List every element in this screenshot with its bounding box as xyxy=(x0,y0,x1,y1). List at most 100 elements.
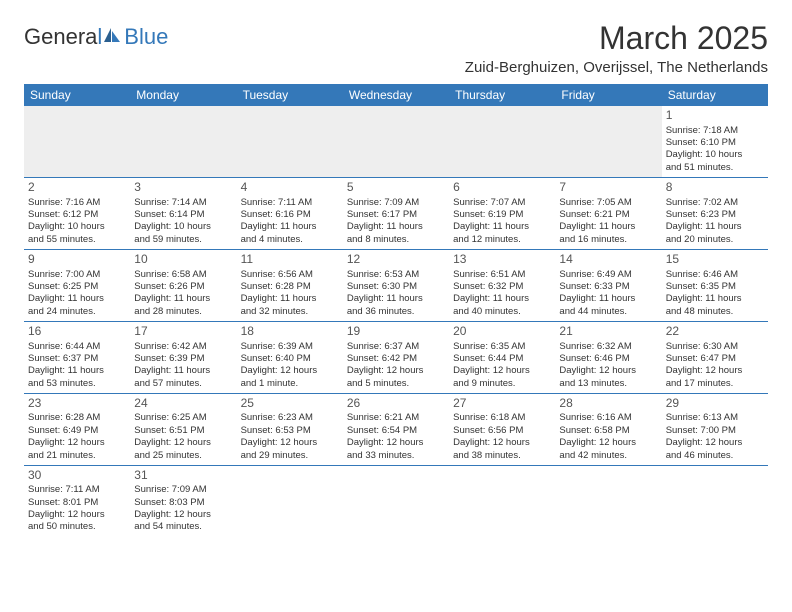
cell-daylight2: and 40 minutes. xyxy=(453,306,551,318)
cell-sunrise: Sunrise: 7:00 AM xyxy=(28,269,126,281)
cell-sunset: Sunset: 6:53 PM xyxy=(241,425,339,437)
cell-daylight1: Daylight: 12 hours xyxy=(453,437,551,449)
calendar-cell: 4Sunrise: 7:11 AMSunset: 6:16 PMDaylight… xyxy=(237,177,343,249)
day-number: 25 xyxy=(241,396,339,412)
cell-sunrise: Sunrise: 6:35 AM xyxy=(453,341,551,353)
cell-daylight1: Daylight: 12 hours xyxy=(241,437,339,449)
day-number: 28 xyxy=(559,396,657,412)
logo-part-general: Genera xyxy=(24,24,97,49)
day-number: 6 xyxy=(453,180,551,196)
cell-sunset: Sunset: 6:49 PM xyxy=(28,425,126,437)
cell-sunrise: Sunrise: 6:25 AM xyxy=(134,412,232,424)
cell-daylight2: and 50 minutes. xyxy=(28,521,126,533)
cell-daylight2: and 13 minutes. xyxy=(559,378,657,390)
cell-daylight1: Daylight: 10 hours xyxy=(134,221,232,233)
day-number: 31 xyxy=(134,468,232,484)
calendar-cell: 7Sunrise: 7:05 AMSunset: 6:21 PMDaylight… xyxy=(555,177,661,249)
cell-sunrise: Sunrise: 6:18 AM xyxy=(453,412,551,424)
cell-daylight1: Daylight: 11 hours xyxy=(28,365,126,377)
cell-sunset: Sunset: 6:35 PM xyxy=(666,281,764,293)
day-header: Thursday xyxy=(449,84,555,106)
day-number: 1 xyxy=(666,108,764,124)
cell-daylight2: and 38 minutes. xyxy=(453,450,551,462)
cell-daylight1: Daylight: 11 hours xyxy=(134,365,232,377)
cell-daylight1: Daylight: 12 hours xyxy=(347,365,445,377)
cell-sunrise: Sunrise: 7:09 AM xyxy=(347,197,445,209)
day-number: 27 xyxy=(453,396,551,412)
cell-sunset: Sunset: 6:42 PM xyxy=(347,353,445,365)
day-number: 26 xyxy=(347,396,445,412)
calendar-cell: 8Sunrise: 7:02 AMSunset: 6:23 PMDaylight… xyxy=(662,177,768,249)
day-number: 7 xyxy=(559,180,657,196)
cell-daylight2: and 44 minutes. xyxy=(559,306,657,318)
cell-sunset: Sunset: 8:01 PM xyxy=(28,497,126,509)
day-number: 11 xyxy=(241,252,339,268)
cell-sunset: Sunset: 6:30 PM xyxy=(347,281,445,293)
day-number: 4 xyxy=(241,180,339,196)
cell-sunrise: Sunrise: 7:11 AM xyxy=(241,197,339,209)
cell-daylight2: and 48 minutes. xyxy=(666,306,764,318)
calendar-row: 1Sunrise: 7:18 AMSunset: 6:10 PMDaylight… xyxy=(24,106,768,177)
cell-daylight1: Daylight: 12 hours xyxy=(453,365,551,377)
day-number: 12 xyxy=(347,252,445,268)
day-number: 24 xyxy=(134,396,232,412)
cell-daylight1: Daylight: 12 hours xyxy=(28,437,126,449)
cell-sunrise: Sunrise: 6:32 AM xyxy=(559,341,657,353)
cell-sunrise: Sunrise: 6:37 AM xyxy=(347,341,445,353)
cell-daylight2: and 59 minutes. xyxy=(134,234,232,246)
calendar-cell: 10Sunrise: 6:58 AMSunset: 6:26 PMDayligh… xyxy=(130,249,236,321)
cell-daylight2: and 46 minutes. xyxy=(666,450,764,462)
cell-sunrise: Sunrise: 6:16 AM xyxy=(559,412,657,424)
calendar-cell xyxy=(449,106,555,177)
day-number: 5 xyxy=(347,180,445,196)
calendar-row: 9Sunrise: 7:00 AMSunset: 6:25 PMDaylight… xyxy=(24,249,768,321)
title-block: March 2025 Zuid-Berghuizen, Overijssel, … xyxy=(465,20,768,76)
cell-sunset: Sunset: 6:39 PM xyxy=(134,353,232,365)
cell-daylight1: Daylight: 11 hours xyxy=(453,293,551,305)
cell-sunset: Sunset: 6:54 PM xyxy=(347,425,445,437)
cell-sunset: Sunset: 6:26 PM xyxy=(134,281,232,293)
cell-sunset: Sunset: 6:19 PM xyxy=(453,209,551,221)
day-number: 19 xyxy=(347,324,445,340)
cell-sunrise: Sunrise: 6:30 AM xyxy=(666,341,764,353)
calendar-cell xyxy=(662,465,768,536)
cell-sunset: Sunset: 6:21 PM xyxy=(559,209,657,221)
cell-daylight2: and 16 minutes. xyxy=(559,234,657,246)
sail-icon xyxy=(104,24,124,50)
cell-daylight1: Daylight: 11 hours xyxy=(28,293,126,305)
cell-daylight1: Daylight: 11 hours xyxy=(241,221,339,233)
cell-daylight1: Daylight: 12 hours xyxy=(666,365,764,377)
calendar-cell xyxy=(343,465,449,536)
day-header: Saturday xyxy=(662,84,768,106)
cell-daylight1: Daylight: 11 hours xyxy=(559,221,657,233)
cell-sunrise: Sunrise: 6:56 AM xyxy=(241,269,339,281)
calendar-cell xyxy=(237,106,343,177)
calendar-cell: 22Sunrise: 6:30 AMSunset: 6:47 PMDayligh… xyxy=(662,321,768,393)
cell-sunrise: Sunrise: 6:21 AM xyxy=(347,412,445,424)
cell-daylight2: and 36 minutes. xyxy=(347,306,445,318)
cell-sunrise: Sunrise: 7:02 AM xyxy=(666,197,764,209)
calendar-cell: 14Sunrise: 6:49 AMSunset: 6:33 PMDayligh… xyxy=(555,249,661,321)
day-header: Wednesday xyxy=(343,84,449,106)
cell-sunset: Sunset: 6:56 PM xyxy=(453,425,551,437)
calendar-cell: 26Sunrise: 6:21 AMSunset: 6:54 PMDayligh… xyxy=(343,393,449,465)
cell-daylight2: and 8 minutes. xyxy=(347,234,445,246)
cell-daylight1: Daylight: 11 hours xyxy=(347,221,445,233)
cell-daylight1: Daylight: 12 hours xyxy=(134,509,232,521)
calendar-cell: 18Sunrise: 6:39 AMSunset: 6:40 PMDayligh… xyxy=(237,321,343,393)
cell-sunrise: Sunrise: 6:28 AM xyxy=(28,412,126,424)
cell-sunrise: Sunrise: 7:11 AM xyxy=(28,484,126,496)
cell-sunrise: Sunrise: 6:23 AM xyxy=(241,412,339,424)
cell-sunrise: Sunrise: 7:14 AM xyxy=(134,197,232,209)
day-number: 15 xyxy=(666,252,764,268)
cell-daylight2: and 53 minutes. xyxy=(28,378,126,390)
cell-sunset: Sunset: 6:10 PM xyxy=(666,137,764,149)
day-header: Tuesday xyxy=(237,84,343,106)
day-number: 21 xyxy=(559,324,657,340)
cell-daylight1: Daylight: 11 hours xyxy=(134,293,232,305)
month-title: March 2025 xyxy=(465,20,768,57)
logo-part-blue: Blue xyxy=(124,24,168,49)
cell-daylight1: Daylight: 12 hours xyxy=(559,365,657,377)
cell-sunset: Sunset: 6:47 PM xyxy=(666,353,764,365)
calendar-row: 23Sunrise: 6:28 AMSunset: 6:49 PMDayligh… xyxy=(24,393,768,465)
